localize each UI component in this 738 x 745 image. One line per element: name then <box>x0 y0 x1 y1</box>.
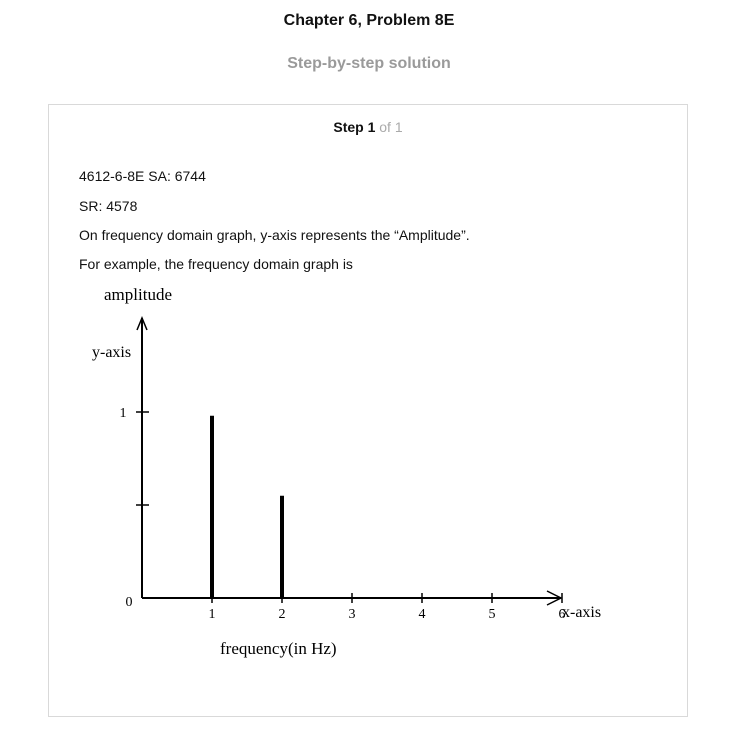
x-tick-label-5: 5 <box>489 607 496 622</box>
paragraph-example-line: For example, the frequency domain graph … <box>79 256 353 272</box>
y-axis-arrowhead <box>136 316 148 331</box>
x-axis-arrowhead <box>546 590 563 606</box>
x-tick-label-3: 3 <box>349 607 356 622</box>
paragraph-id-line: 4612-6-8E SA: 6744 <box>79 168 206 184</box>
paragraph-sr-line: SR: 4578 <box>79 198 138 214</box>
y-tick-label-1: 1 <box>120 406 127 421</box>
chart-y-title: amplitude <box>104 285 172 304</box>
step-label: Step 1 <box>333 119 376 135</box>
x-tick-label-6: 6 <box>559 607 566 622</box>
solution-card: Step 1 of 1 4612-6-8E SA: 6744 SR: 4578 … <box>48 104 688 717</box>
chart-y-axis-label: y-axis <box>92 344 131 361</box>
step-header: Step 1 of 1 <box>49 119 687 135</box>
y-tick-label-0: 0 <box>126 595 133 610</box>
x-tick-label-1: 1 <box>209 607 216 622</box>
x-tick-label-4: 4 <box>419 607 426 622</box>
x-tick-label-2: 2 <box>279 607 286 622</box>
chart-x-axis-label: x-axis <box>562 604 601 621</box>
solution-subtitle: Step-by-step solution <box>287 55 451 72</box>
step-of-count: of 1 <box>379 119 403 135</box>
chart-x-caption: frequency(in Hz) <box>220 639 337 658</box>
chapter-title: Chapter 6, Problem 8E <box>283 12 455 29</box>
paragraph-amplitude-line: On frequency domain graph, y-axis repres… <box>79 227 470 243</box>
